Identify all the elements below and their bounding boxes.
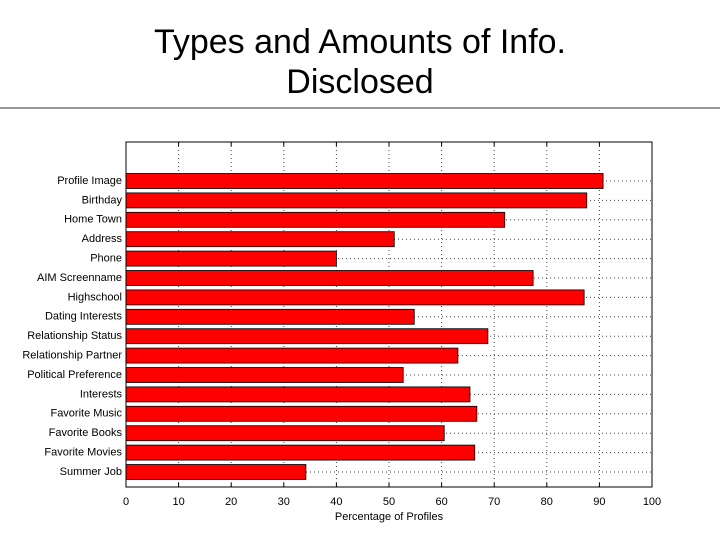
x-tick-label: 0 [123, 496, 129, 508]
bar [125, 289, 585, 306]
bar [125, 231, 395, 248]
y-tick-label: Favorite Music [50, 408, 122, 420]
plot-frame [125, 141, 653, 488]
bar [125, 173, 604, 189]
y-tick-label: Favorite Movies [44, 447, 122, 459]
x-tick-label: 80 [541, 496, 553, 508]
y-tick-label: Relationship Status [27, 330, 122, 342]
y-tick-label: Highschool [68, 291, 122, 303]
y-tick-label: Relationship Partner [22, 350, 122, 362]
bar [125, 386, 471, 403]
y-tick-label: Interests [80, 388, 123, 400]
y-tick-label: Dating Interests [45, 311, 123, 323]
bar [125, 308, 415, 325]
bar [125, 464, 307, 480]
slide-title: Types and Amounts of Info. Disclosed [153, 23, 567, 101]
title-rule [0, 107, 720, 109]
x-tick-label: 70 [488, 496, 500, 508]
x-axis-label: Percentage of Profiles [335, 511, 444, 523]
x-tick-label: 90 [593, 496, 605, 508]
bar [125, 328, 489, 345]
bar [125, 367, 404, 383]
x-tick-label: 20 [225, 496, 237, 508]
y-tick-label: Political Preference [27, 369, 122, 381]
y-tick-label: Phone [90, 253, 122, 265]
x-tick-label: 40 [330, 496, 342, 508]
x-tick-label: 100 [643, 496, 661, 508]
bar [125, 270, 534, 286]
y-tick-label: Home Town [64, 214, 122, 226]
bar [125, 250, 337, 267]
bar [125, 347, 459, 364]
y-tick-label: Profile Image [57, 175, 122, 187]
x-tick-label: 50 [383, 496, 395, 508]
y-tick-label: Birthday [82, 194, 123, 206]
bar [125, 405, 478, 422]
bar [125, 444, 476, 461]
y-tick-label: Favorite Books [49, 427, 123, 439]
x-tick-label: 10 [172, 496, 184, 508]
y-tick-label: Summer Job [60, 466, 122, 478]
x-tick-label: 60 [435, 496, 447, 508]
y-tick-label: Address [82, 233, 123, 245]
x-tick-label: 30 [278, 496, 290, 508]
bar [125, 211, 506, 228]
bar [125, 425, 445, 442]
y-tick-label: AIM Screenname [37, 272, 122, 284]
bar [125, 192, 588, 209]
